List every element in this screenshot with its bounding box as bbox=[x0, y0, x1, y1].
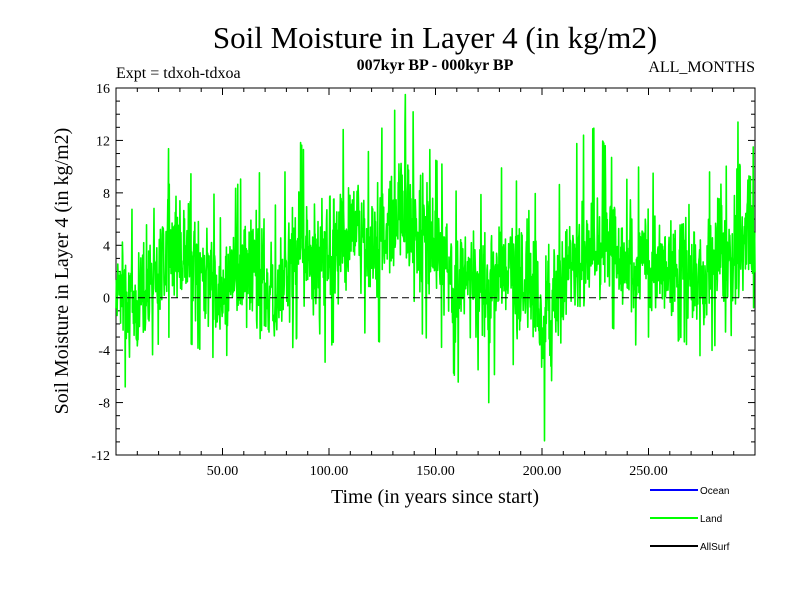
x-tick-label: 250.00 bbox=[629, 464, 668, 479]
y-tick-label: 8 bbox=[103, 187, 110, 202]
experiment-label: Expt = tdxoh-tdxoa bbox=[116, 65, 241, 82]
y-axis-label: Soil Moisture in Layer 4 (in kg/m2) bbox=[51, 128, 73, 415]
period-label: 007kyr BP - 000kyr BP bbox=[357, 57, 514, 74]
x-tick-label: 50.00 bbox=[207, 464, 239, 479]
months-label: ALL_MONTHS bbox=[648, 59, 755, 76]
x-tick-label: 200.00 bbox=[523, 464, 562, 479]
series-line-land bbox=[115, 93, 756, 442]
y-tick-label: 0 bbox=[103, 292, 110, 307]
legend-label: AllSurf bbox=[700, 542, 730, 553]
x-tick-label: 150.00 bbox=[416, 464, 455, 479]
y-tick-label: -8 bbox=[98, 397, 110, 412]
y-tick-label: -4 bbox=[98, 344, 110, 359]
y-tick-label: 12 bbox=[96, 134, 110, 149]
y-tick-label: -12 bbox=[91, 449, 110, 464]
x-tick-label: 100.00 bbox=[310, 464, 349, 479]
plot-area: -12 -8 -4 0 4 8 12 16 50.00 100.00 150.00 200.00 250… bbox=[91, 82, 756, 479]
x-axis-label: Time (in years since start) bbox=[331, 486, 539, 508]
legend-label: Ocean bbox=[700, 486, 729, 497]
y-tick-label: 4 bbox=[103, 239, 110, 254]
legend-label: Land bbox=[700, 514, 722, 525]
legend: Ocean Land AllSurf bbox=[650, 486, 730, 553]
y-tick-label: 16 bbox=[96, 82, 110, 97]
chart-title: Soil Moisture in Layer 4 (in kg/m2) bbox=[213, 20, 657, 55]
